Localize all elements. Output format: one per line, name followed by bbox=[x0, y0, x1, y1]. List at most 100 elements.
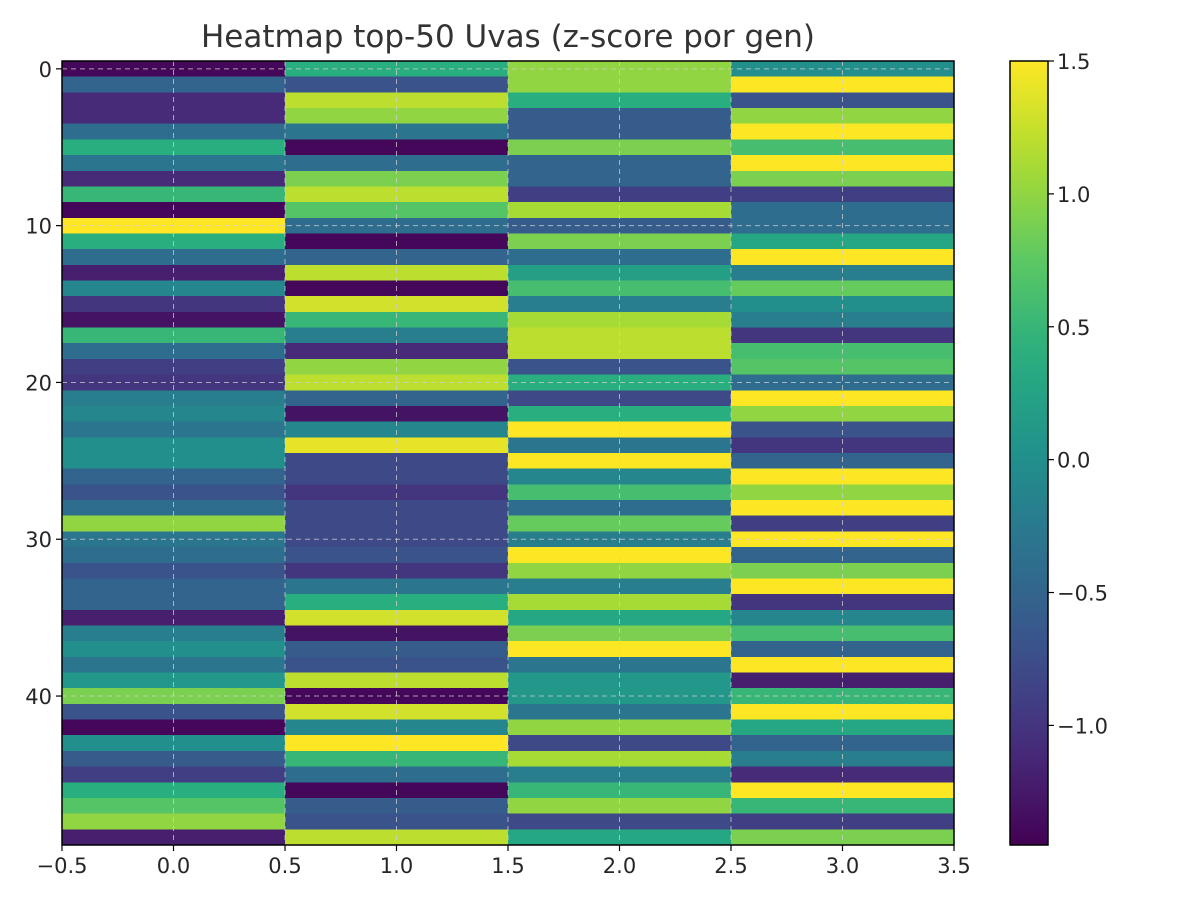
x-tick-label: 0.5 bbox=[268, 854, 301, 878]
heatmap-cell bbox=[62, 735, 285, 752]
x-tick-label: 3.0 bbox=[826, 854, 859, 878]
colorbar-tick-label: 1.0 bbox=[1057, 183, 1090, 207]
heatmap-cell bbox=[508, 484, 731, 501]
x-tick-label: 0.0 bbox=[157, 854, 190, 878]
heatmap-cell bbox=[731, 123, 954, 140]
heatmap-cell bbox=[731, 547, 954, 564]
x-tick-label: −0.5 bbox=[37, 854, 88, 878]
heatmap-cell bbox=[731, 672, 954, 689]
heatmap-cell bbox=[285, 547, 508, 564]
y-tick-label: 0 bbox=[39, 58, 52, 82]
heatmap-cell bbox=[62, 750, 285, 768]
x-tick-label: 3.5 bbox=[937, 854, 970, 878]
heatmap-cell bbox=[285, 139, 508, 156]
heatmap-cell bbox=[285, 421, 508, 438]
heatmap-cell bbox=[285, 500, 508, 517]
colorbar-tick-label: −1.0 bbox=[1057, 714, 1108, 738]
heatmap-cell bbox=[508, 562, 731, 580]
x-tick-label: 1.0 bbox=[380, 854, 413, 878]
heatmap-cell bbox=[62, 202, 285, 219]
heatmap-cell bbox=[285, 672, 508, 689]
heatmap-cell bbox=[285, 625, 508, 642]
colorbar-tick-label: 0.5 bbox=[1057, 316, 1090, 340]
heatmap-cell bbox=[731, 735, 954, 752]
heatmap-cell bbox=[62, 139, 285, 156]
heatmap-cell bbox=[62, 484, 285, 501]
heatmap-cell bbox=[731, 500, 954, 517]
y-tick-label: 10 bbox=[25, 215, 52, 239]
heatmap-cell bbox=[62, 500, 285, 517]
x-tick-label: 2.5 bbox=[714, 854, 747, 878]
colorbar-tick-label: 1.5 bbox=[1057, 50, 1090, 74]
heatmap-cell bbox=[508, 186, 731, 203]
colorbar-tick-label: −0.5 bbox=[1057, 582, 1108, 606]
y-tick-label: 30 bbox=[25, 528, 52, 552]
x-tick-label: 1.5 bbox=[491, 854, 524, 878]
heatmap-cell bbox=[62, 437, 285, 454]
heatmap-cell bbox=[62, 672, 285, 689]
heatmap-cell bbox=[285, 750, 508, 768]
heatmap-cell bbox=[62, 547, 285, 564]
heatmap-cell bbox=[508, 139, 731, 156]
heatmap-cell bbox=[285, 123, 508, 140]
chart-title: Heatmap top-50 Uvas (z-score por gen) bbox=[201, 19, 815, 55]
heatmap-cell bbox=[285, 311, 508, 329]
heatmap-cell bbox=[285, 562, 508, 580]
heatmap-cell bbox=[508, 311, 731, 329]
heatmap-cell bbox=[508, 625, 731, 642]
heatmap-cell bbox=[731, 61, 954, 78]
heatmap-cell bbox=[285, 484, 508, 501]
heatmap-cell bbox=[285, 735, 508, 752]
heatmap-cell bbox=[508, 123, 731, 140]
heatmap-cell bbox=[731, 311, 954, 329]
heatmap-cell bbox=[62, 186, 285, 203]
heatmap-cell bbox=[508, 437, 731, 454]
heatmap-cell bbox=[62, 625, 285, 642]
y-axis: 0 10 20 30 40 bbox=[25, 58, 62, 709]
heatmap-cell bbox=[62, 562, 285, 580]
heatmap-cell bbox=[508, 750, 731, 768]
heatmap-cell bbox=[285, 186, 508, 203]
heatmap-cell bbox=[731, 202, 954, 219]
heatmap-cell bbox=[285, 202, 508, 219]
heatmap-cell bbox=[731, 437, 954, 454]
heatmap-cell bbox=[285, 249, 508, 266]
heatmap-cell bbox=[62, 249, 285, 266]
heatmap-cell bbox=[285, 76, 508, 93]
heatmap-cell bbox=[62, 421, 285, 438]
colorbar-ticks: 1.5 1.0 0.5 0.0 −0.5 −1.0 bbox=[1048, 50, 1108, 738]
heatmap-cell bbox=[62, 797, 285, 815]
colorbar-tick-label: 0.0 bbox=[1057, 449, 1090, 473]
heatmap-cell bbox=[731, 484, 954, 501]
heatmap-cell bbox=[508, 421, 731, 438]
heatmap-cell bbox=[508, 672, 731, 689]
heatmap-cell bbox=[731, 249, 954, 266]
heatmap-cell bbox=[731, 186, 954, 203]
colorbar-gradient bbox=[1009, 60, 1049, 846]
heatmap-cell bbox=[731, 750, 954, 768]
heatmap-cell bbox=[508, 500, 731, 517]
heatmap-cell bbox=[285, 609, 508, 627]
y-tick-label: 20 bbox=[25, 371, 52, 395]
heatmap-cell bbox=[508, 374, 731, 391]
heatmap-cell bbox=[731, 688, 954, 705]
heatmap-cell bbox=[62, 123, 285, 140]
heatmap-cell bbox=[62, 76, 285, 93]
heatmap-cell bbox=[508, 797, 731, 815]
heatmap-cell bbox=[731, 421, 954, 438]
heatmap-cell bbox=[285, 437, 508, 454]
heatmap-cell bbox=[731, 374, 954, 391]
heatmap-cell bbox=[508, 202, 731, 219]
heatmap-cell bbox=[508, 688, 731, 705]
heatmap-cell bbox=[731, 609, 954, 627]
heatmap-cell bbox=[731, 625, 954, 642]
heatmap-cell bbox=[508, 76, 731, 93]
heatmap-cell bbox=[731, 797, 954, 815]
heatmap-cell bbox=[285, 797, 508, 815]
heatmap-cell bbox=[731, 76, 954, 93]
heatmap-cell bbox=[731, 139, 954, 156]
heatmap-cell bbox=[508, 249, 731, 266]
heatmap-cell bbox=[508, 547, 731, 564]
